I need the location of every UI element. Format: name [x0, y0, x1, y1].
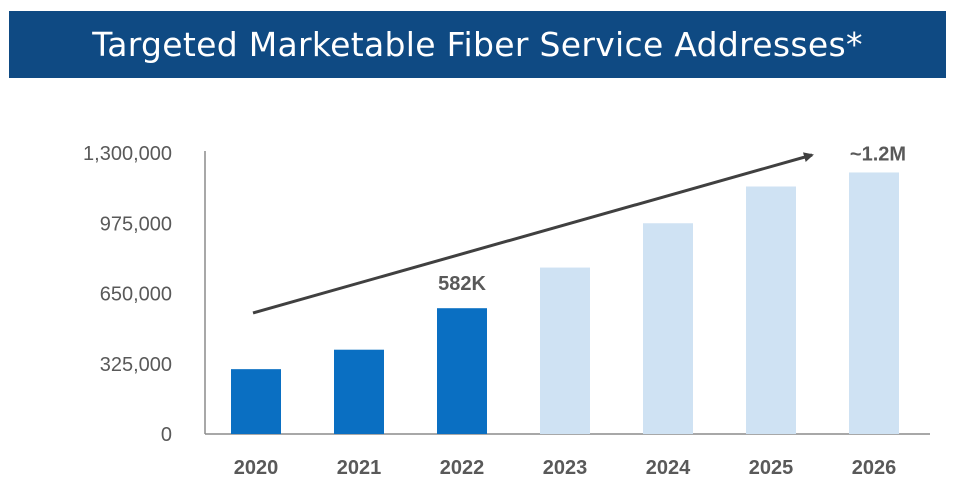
y-tick-label: 650,000 — [100, 284, 172, 306]
bar — [437, 308, 487, 434]
data-label: ~1.2M — [850, 143, 906, 165]
bar — [231, 369, 281, 434]
y-tick-label: 325,000 — [100, 354, 172, 376]
x-tick-label: 2020 — [234, 457, 279, 479]
bar — [334, 349, 384, 434]
trend-arrow — [252, 152, 814, 315]
bar — [746, 186, 796, 434]
bar — [540, 267, 590, 434]
x-tick-label: 2025 — [749, 457, 794, 479]
title-banner: Targeted Marketable Fiber Service Addres… — [9, 11, 946, 78]
x-tick-label: 2021 — [337, 457, 382, 479]
x-tick-label: 2024 — [646, 457, 691, 479]
x-tick-label: 2023 — [543, 457, 588, 479]
y-tick-label: 975,000 — [100, 213, 172, 235]
y-tick-label: 0 — [161, 424, 172, 446]
x-tick-label: 2022 — [440, 457, 485, 479]
data-label: 582K — [438, 273, 486, 295]
x-tick-label: 2026 — [852, 457, 897, 479]
bar — [643, 223, 693, 434]
y-tick-label: 1,300,000 — [83, 143, 172, 165]
bar — [849, 172, 899, 434]
chart-title: Targeted Marketable Fiber Service Addres… — [92, 25, 863, 64]
